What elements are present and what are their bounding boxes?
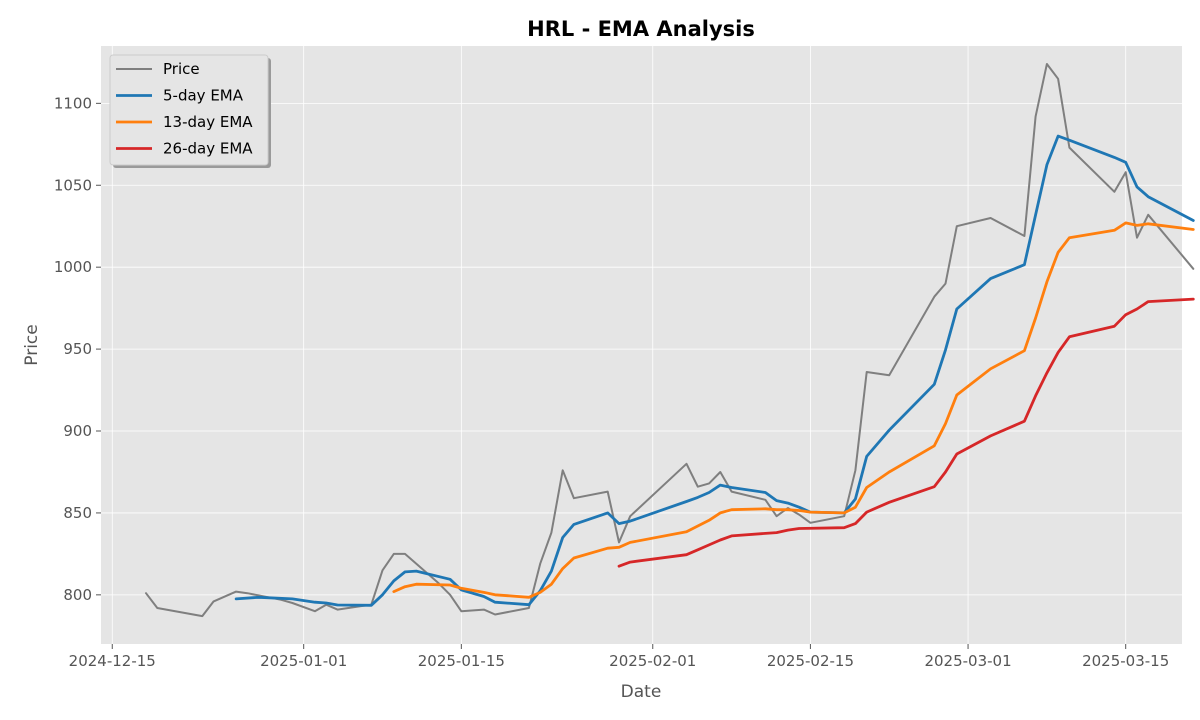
x-tick-label: 2025-01-15	[418, 652, 505, 670]
y-tick-label: 1000	[54, 258, 92, 276]
x-tick-label: 2025-02-01	[609, 652, 696, 670]
y-tick-label: 1050	[54, 176, 92, 194]
y-tick-label: 800	[63, 586, 92, 604]
y-tick-label: 900	[63, 422, 92, 440]
x-axis-label: Date	[621, 682, 662, 702]
x-tick-label: 2025-01-01	[260, 652, 347, 670]
series-lines	[145, 63, 1195, 618]
26-day-ema-legend-label: 26-day EMA	[163, 140, 253, 158]
price-legend-label: Price	[163, 60, 200, 78]
price-line	[145, 63, 1195, 618]
grid	[101, 46, 1182, 644]
y-axis-ticks: 800 850 900 950 1000 1050 1100	[54, 94, 101, 604]
26-day-ema-line	[617, 297, 1195, 568]
x-tick-label: 2025-03-01	[924, 652, 1011, 670]
13-day-ema-line	[392, 221, 1195, 599]
y-tick-label: 1100	[54, 94, 92, 112]
5-day-ema-line	[234, 134, 1195, 607]
chart-title: HRL - EMA Analysis	[527, 17, 755, 41]
plot-area	[101, 46, 1182, 644]
x-tick-label: 2025-02-15	[767, 652, 854, 670]
x-axis-ticks: 2024-12-15 2025-01-01 2025-01-15 2025-02-01…	[69, 644, 1169, 670]
legend: Price 5-day EMA 13-day EMA 26-day EMA	[109, 54, 271, 168]
x-tick-label: 2025-03-15	[1082, 652, 1169, 670]
y-axis-label: Price	[22, 324, 42, 365]
y-tick-label: 950	[63, 340, 92, 358]
legend-box	[109, 54, 269, 166]
y-tick-label: 850	[63, 504, 92, 522]
13-day-ema-legend-label: 13-day EMA	[163, 113, 253, 131]
5-day-ema-legend-label: 5-day EMA	[163, 87, 244, 105]
x-tick-label: 2024-12-15	[69, 652, 156, 670]
